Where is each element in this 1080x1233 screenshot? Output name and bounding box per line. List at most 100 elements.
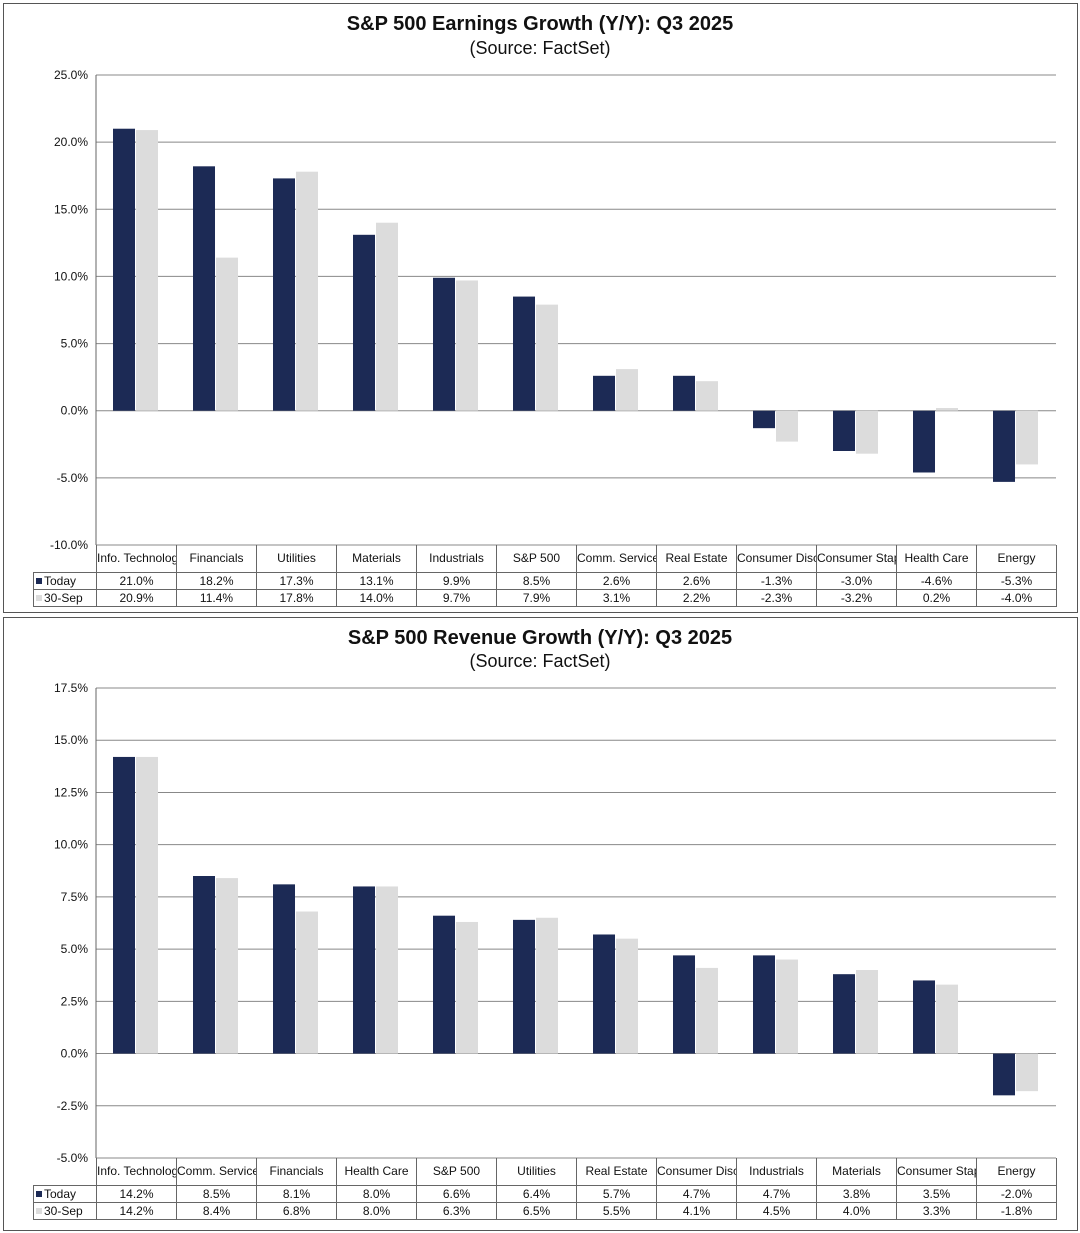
earnings-chart-subtitle: (Source: FactSet) — [469, 38, 611, 58]
bar-30-sep — [776, 959, 798, 1054]
data-label: 4.5% — [736, 1202, 817, 1220]
series-row-today: Today 14.2% 8.5% 8.1% 8.0% 6.6% 6.4% 5.7% 4.7% 4.… — [33, 1185, 1057, 1203]
data-label: 0.2% — [896, 589, 977, 607]
bar-30-sep — [1016, 1053, 1038, 1092]
data-label: 6.3% — [416, 1202, 497, 1220]
data-label: 6.4% — [496, 1185, 577, 1203]
data-label: -4.0% — [976, 589, 1057, 607]
y-tick-label: 15.0% — [54, 202, 88, 216]
bar-30-sep — [1016, 410, 1038, 465]
y-tick-label: -10.0% — [50, 538, 88, 552]
bar-30-sep — [856, 970, 878, 1054]
bar-today — [273, 178, 295, 411]
bar-today — [113, 128, 135, 411]
data-label: 8.0% — [336, 1185, 417, 1203]
bar-today — [833, 410, 855, 451]
bar-30-sep — [216, 257, 238, 411]
bar-today — [513, 919, 535, 1054]
bar-30-sep — [696, 967, 718, 1054]
bar-30-sep — [376, 222, 398, 411]
y-tick-label: 15.0% — [54, 733, 88, 747]
bar-today — [433, 277, 455, 411]
data-label: -2.0% — [976, 1185, 1057, 1203]
category-label: S&P 500 — [496, 545, 577, 573]
category-label: Consumer Disc. — [736, 545, 817, 573]
data-label: 8.1% — [256, 1185, 337, 1203]
bar-today — [593, 934, 615, 1054]
bar-30-sep — [536, 917, 558, 1054]
bar-today — [273, 884, 295, 1054]
data-label: 7.9% — [496, 589, 577, 607]
bar-today — [433, 915, 455, 1054]
data-label: 14.0% — [336, 589, 417, 607]
bar-30-sep — [296, 911, 318, 1054]
data-label: -3.0% — [816, 572, 897, 590]
earnings-chart-plot: 25.0% 20.0% 15.0% 10.0% 5.0% 0.0% -5.0% -10.0% — [50, 68, 1056, 552]
legend-entry: 30-Sep — [33, 589, 97, 607]
earnings-data-table: Info. Technology Financials Utilities Mater… — [33, 545, 1057, 607]
bar-today — [513, 296, 535, 411]
legend-label: Today — [44, 1186, 77, 1201]
category-label: Comm. Services — [176, 1158, 257, 1186]
data-label: 11.4% — [176, 589, 257, 607]
legend-label: Today — [44, 573, 77, 588]
data-label: 8.4% — [176, 1202, 257, 1220]
category-label: S&P 500 — [416, 1158, 497, 1186]
series-row-30-sep: 30-Sep 20.9% 11.4% 17.8% 14.0% 9.7% 7.9% 3.1% 2.… — [33, 589, 1057, 607]
bar-30-sep — [616, 938, 638, 1054]
data-label: 17.3% — [256, 572, 337, 590]
bar-30-sep — [456, 280, 478, 411]
data-label: 6.6% — [416, 1185, 497, 1203]
bar-today — [673, 375, 695, 411]
bar-30-sep — [696, 381, 718, 411]
category-label: Consumer Disc. — [656, 1158, 737, 1186]
data-label: -3.2% — [816, 589, 897, 607]
y-tick-label: -5.0% — [57, 1151, 89, 1165]
legend-label: 30-Sep — [44, 1203, 83, 1218]
bar-30-sep — [536, 304, 558, 411]
bar-today — [193, 876, 215, 1054]
revenue-chart-subtitle: (Source: FactSet) — [469, 651, 611, 671]
category-label: Real Estate — [656, 545, 737, 573]
bar-today — [593, 375, 615, 411]
data-label: 3.5% — [896, 1185, 977, 1203]
y-tick-label: 12.5% — [54, 785, 88, 799]
table-corner — [34, 1158, 97, 1186]
data-label: 6.8% — [256, 1202, 337, 1220]
bar-today — [113, 756, 135, 1054]
bar-today — [913, 980, 935, 1054]
bar-30-sep — [776, 410, 798, 442]
y-tick-label: 10.0% — [54, 838, 88, 852]
bar-today — [353, 234, 375, 411]
data-label: -2.3% — [736, 589, 817, 607]
data-label: 8.5% — [176, 1185, 257, 1203]
bar-today — [353, 886, 375, 1054]
y-tick-label: -5.0% — [57, 471, 89, 485]
category-label: Industrials — [736, 1158, 817, 1186]
category-label: Info. Technology — [96, 1158, 177, 1186]
category-label: Materials — [336, 545, 417, 573]
y-tick-label: 10.0% — [54, 269, 88, 283]
data-label: 14.2% — [96, 1185, 177, 1203]
y-tick-label: -2.5% — [57, 1099, 89, 1113]
category-label: Energy — [976, 1158, 1057, 1186]
data-label: 9.7% — [416, 589, 497, 607]
y-tick-label: 7.5% — [61, 890, 89, 904]
data-label: 3.8% — [816, 1185, 897, 1203]
category-label: Materials — [816, 1158, 897, 1186]
category-label: Health Care — [336, 1158, 417, 1186]
y-tick-label: 5.0% — [61, 942, 89, 956]
y-tick-label: 2.5% — [61, 994, 89, 1008]
category-label: Financials — [176, 545, 257, 573]
data-label: 3.1% — [576, 589, 657, 607]
bar-today — [993, 1053, 1015, 1096]
category-label: Health Care — [896, 545, 977, 573]
data-label: 8.0% — [336, 1202, 417, 1220]
category-label: Utilities — [256, 545, 337, 573]
earnings-chart-title: S&P 500 Earnings Growth (Y/Y): Q3 2025 — [346, 13, 734, 35]
data-label: 3.3% — [896, 1202, 977, 1220]
series-row-today: Today 21.0% 18.2% 17.3% 13.1% 9.9% 8.5% 2.6% 2.6… — [33, 572, 1057, 590]
category-label: Real Estate — [576, 1158, 657, 1186]
